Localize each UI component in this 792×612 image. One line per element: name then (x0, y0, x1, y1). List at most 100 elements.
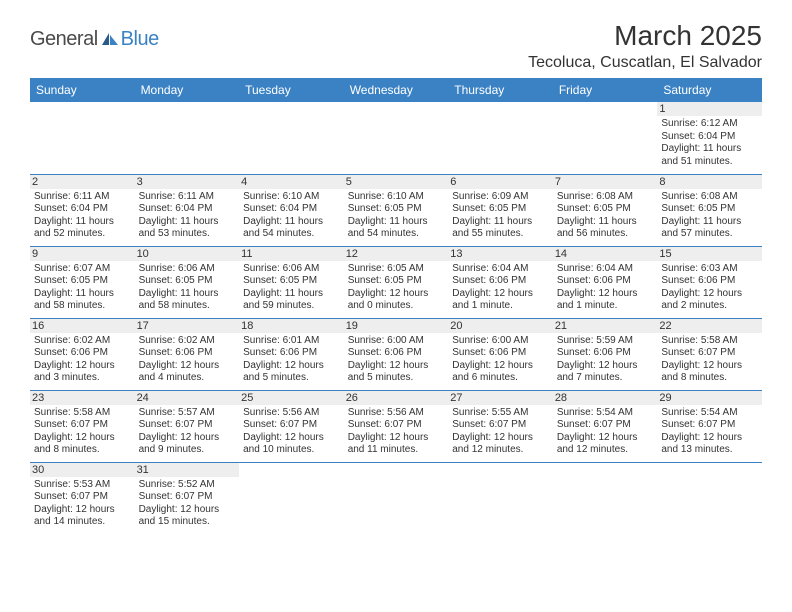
calendar-row: 2Sunrise: 6:11 AMSunset: 6:04 PMDaylight… (30, 174, 762, 246)
calendar-cell: 15 Sunrise: 6:03 AMSunset: 6:06 PMDayligh… (657, 246, 762, 318)
daylight-line: Daylight: 12 hours and 4 minutes. (139, 360, 236, 385)
sunset-line: Sunset: 6:04 PM (661, 131, 758, 144)
calendar-cell (344, 102, 449, 174)
daylight-line: Daylight: 12 hours and 2 minutes. (661, 288, 758, 313)
day-number: 27 (448, 391, 553, 405)
daylight-line: Daylight: 12 hours and 9 minutes. (139, 432, 236, 457)
weekday-header: Thursday (448, 78, 553, 102)
calendar-cell: 16Sunrise: 6:02 AMSunset: 6:06 PMDayligh… (30, 318, 135, 390)
weekday-header: Monday (135, 78, 240, 102)
daylight-line: Daylight: 12 hours and 14 minutes. (34, 504, 131, 529)
day-number: 30 (30, 463, 135, 477)
calendar-cell (553, 102, 658, 174)
weekday-header-row: SundayMondayTuesdayWednesdayThursdayFrid… (30, 78, 762, 102)
sunrise-line: Sunrise: 6:00 AM (348, 335, 445, 348)
sunset-line: Sunset: 6:07 PM (34, 491, 131, 504)
daylight-line: Daylight: 12 hours and 1 minute. (452, 288, 549, 313)
day-number: 2 (30, 175, 135, 189)
calendar-cell (239, 462, 344, 534)
weekday-header: Tuesday (239, 78, 344, 102)
sunrise-line: Sunrise: 6:06 AM (243, 263, 340, 276)
sunset-line: Sunset: 6:06 PM (139, 347, 236, 360)
sunset-line: Sunset: 6:05 PM (348, 203, 445, 216)
sunset-line: Sunset: 6:07 PM (557, 419, 654, 432)
sunset-line: Sunset: 6:05 PM (348, 275, 445, 288)
calendar-cell: 5 Sunrise: 6:10 AMSunset: 6:05 PMDaylight… (344, 174, 449, 246)
sunrise-line: Sunrise: 5:54 AM (557, 407, 654, 420)
calendar-cell: 7Sunrise: 6:08 AMSunset: 6:05 PMDaylight… (553, 174, 658, 246)
calendar-row: 16Sunrise: 6:02 AMSunset: 6:06 PMDayligh… (30, 318, 762, 390)
sunrise-line: Sunrise: 6:07 AM (34, 263, 131, 276)
calendar-cell: 29Sunrise: 5:54 AMSunset: 6:07 PMDayligh… (657, 390, 762, 462)
sunrise-line: Sunrise: 5:55 AM (452, 407, 549, 420)
calendar-cell: 18Sunrise: 6:01 AMSunset: 6:06 PMDayligh… (239, 318, 344, 390)
calendar-cell: 8Sunrise: 6:08 AMSunset: 6:05 PMDaylight… (657, 174, 762, 246)
header: General Blue March 2025 Tecoluca, Cuscat… (30, 20, 762, 72)
sunrise-line: Sunrise: 6:10 AM (243, 191, 340, 204)
calendar-cell (344, 462, 449, 534)
daylight-line: Daylight: 11 hours and 58 minutes. (139, 288, 236, 313)
day-number: 16 (30, 319, 135, 333)
day-number: 5 (344, 175, 449, 189)
calendar-cell: 12Sunrise: 6:05 AMSunset: 6:05 PMDayligh… (344, 246, 449, 318)
logo-text-blue: Blue (121, 28, 159, 51)
calendar-row: 9Sunrise: 6:07 AMSunset: 6:05 PMDaylight… (30, 246, 762, 318)
daylight-line: Daylight: 12 hours and 11 minutes. (348, 432, 445, 457)
daylight-line: Daylight: 11 hours and 54 minutes. (348, 216, 445, 241)
sunrise-line: Sunrise: 6:03 AM (661, 263, 758, 276)
sunrise-line: Sunrise: 6:06 AM (139, 263, 236, 276)
calendar-cell: 4Sunrise: 6:10 AMSunset: 6:04 PMDaylight… (239, 174, 344, 246)
sunset-line: Sunset: 6:05 PM (139, 275, 236, 288)
daylight-line: Daylight: 12 hours and 5 minutes. (348, 360, 445, 385)
day-number: 11 (239, 247, 344, 261)
calendar-cell: 30Sunrise: 5:53 AMSunset: 6:07 PMDayligh… (30, 462, 135, 534)
day-number: 8 (657, 175, 762, 189)
day-number: 22 (657, 319, 762, 333)
sunset-line: Sunset: 6:05 PM (243, 275, 340, 288)
sunset-line: Sunset: 6:06 PM (661, 275, 758, 288)
day-number: 15 (657, 247, 762, 261)
sunrise-line: Sunrise: 5:58 AM (661, 335, 758, 348)
sunrise-line: Sunrise: 6:10 AM (348, 191, 445, 204)
calendar-cell: 2Sunrise: 6:11 AMSunset: 6:04 PMDaylight… (30, 174, 135, 246)
day-number: 18 (239, 319, 344, 333)
sunrise-line: Sunrise: 5:58 AM (34, 407, 131, 420)
calendar-cell: 13Sunrise: 6:04 AMSunset: 6:06 PMDayligh… (448, 246, 553, 318)
sunset-line: Sunset: 6:04 PM (139, 203, 236, 216)
weekday-header: Wednesday (344, 78, 449, 102)
calendar-cell: 24Sunrise: 5:57 AMSunset: 6:07 PMDayligh… (135, 390, 240, 462)
day-number: 1 (657, 102, 762, 116)
day-number: 28 (553, 391, 658, 405)
day-number: 13 (448, 247, 553, 261)
sunset-line: Sunset: 6:07 PM (139, 419, 236, 432)
month-title: March 2025 (528, 20, 762, 52)
calendar-cell: 14Sunrise: 6:04 AMSunset: 6:06 PMDayligh… (553, 246, 658, 318)
daylight-line: Daylight: 12 hours and 10 minutes. (243, 432, 340, 457)
calendar-body: 1Sunrise: 6:12 AMSunset: 6:04 PMDaylight… (30, 102, 762, 534)
daylight-line: Daylight: 12 hours and 15 minutes. (139, 504, 236, 529)
sunset-line: Sunset: 6:07 PM (348, 419, 445, 432)
calendar-cell (553, 462, 658, 534)
calendar-cell: 9Sunrise: 6:07 AMSunset: 6:05 PMDaylight… (30, 246, 135, 318)
day-number: 12 (344, 247, 449, 261)
daylight-line: Daylight: 12 hours and 1 minute. (557, 288, 654, 313)
daylight-line: Daylight: 12 hours and 8 minutes. (34, 432, 131, 457)
daylight-line: Daylight: 12 hours and 6 minutes. (452, 360, 549, 385)
sunrise-line: Sunrise: 5:59 AM (557, 335, 654, 348)
calendar-cell (448, 462, 553, 534)
day-number: 23 (30, 391, 135, 405)
calendar-cell (135, 102, 240, 174)
sunrise-line: Sunrise: 6:04 AM (452, 263, 549, 276)
sunrise-line: Sunrise: 6:02 AM (139, 335, 236, 348)
sunset-line: Sunset: 6:05 PM (34, 275, 131, 288)
calendar-cell: 10Sunrise: 6:06 AMSunset: 6:05 PMDayligh… (135, 246, 240, 318)
calendar-cell: 6Sunrise: 6:09 AMSunset: 6:05 PMDaylight… (448, 174, 553, 246)
day-number: 25 (239, 391, 344, 405)
sunrise-line: Sunrise: 5:56 AM (348, 407, 445, 420)
title-block: March 2025 Tecoluca, Cuscatlan, El Salva… (528, 20, 762, 72)
sunrise-line: Sunrise: 5:52 AM (139, 479, 236, 492)
daylight-line: Daylight: 11 hours and 54 minutes. (243, 216, 340, 241)
daylight-line: Daylight: 11 hours and 58 minutes. (34, 288, 131, 313)
daylight-line: Daylight: 12 hours and 12 minutes. (557, 432, 654, 457)
logo: General Blue (30, 20, 159, 51)
